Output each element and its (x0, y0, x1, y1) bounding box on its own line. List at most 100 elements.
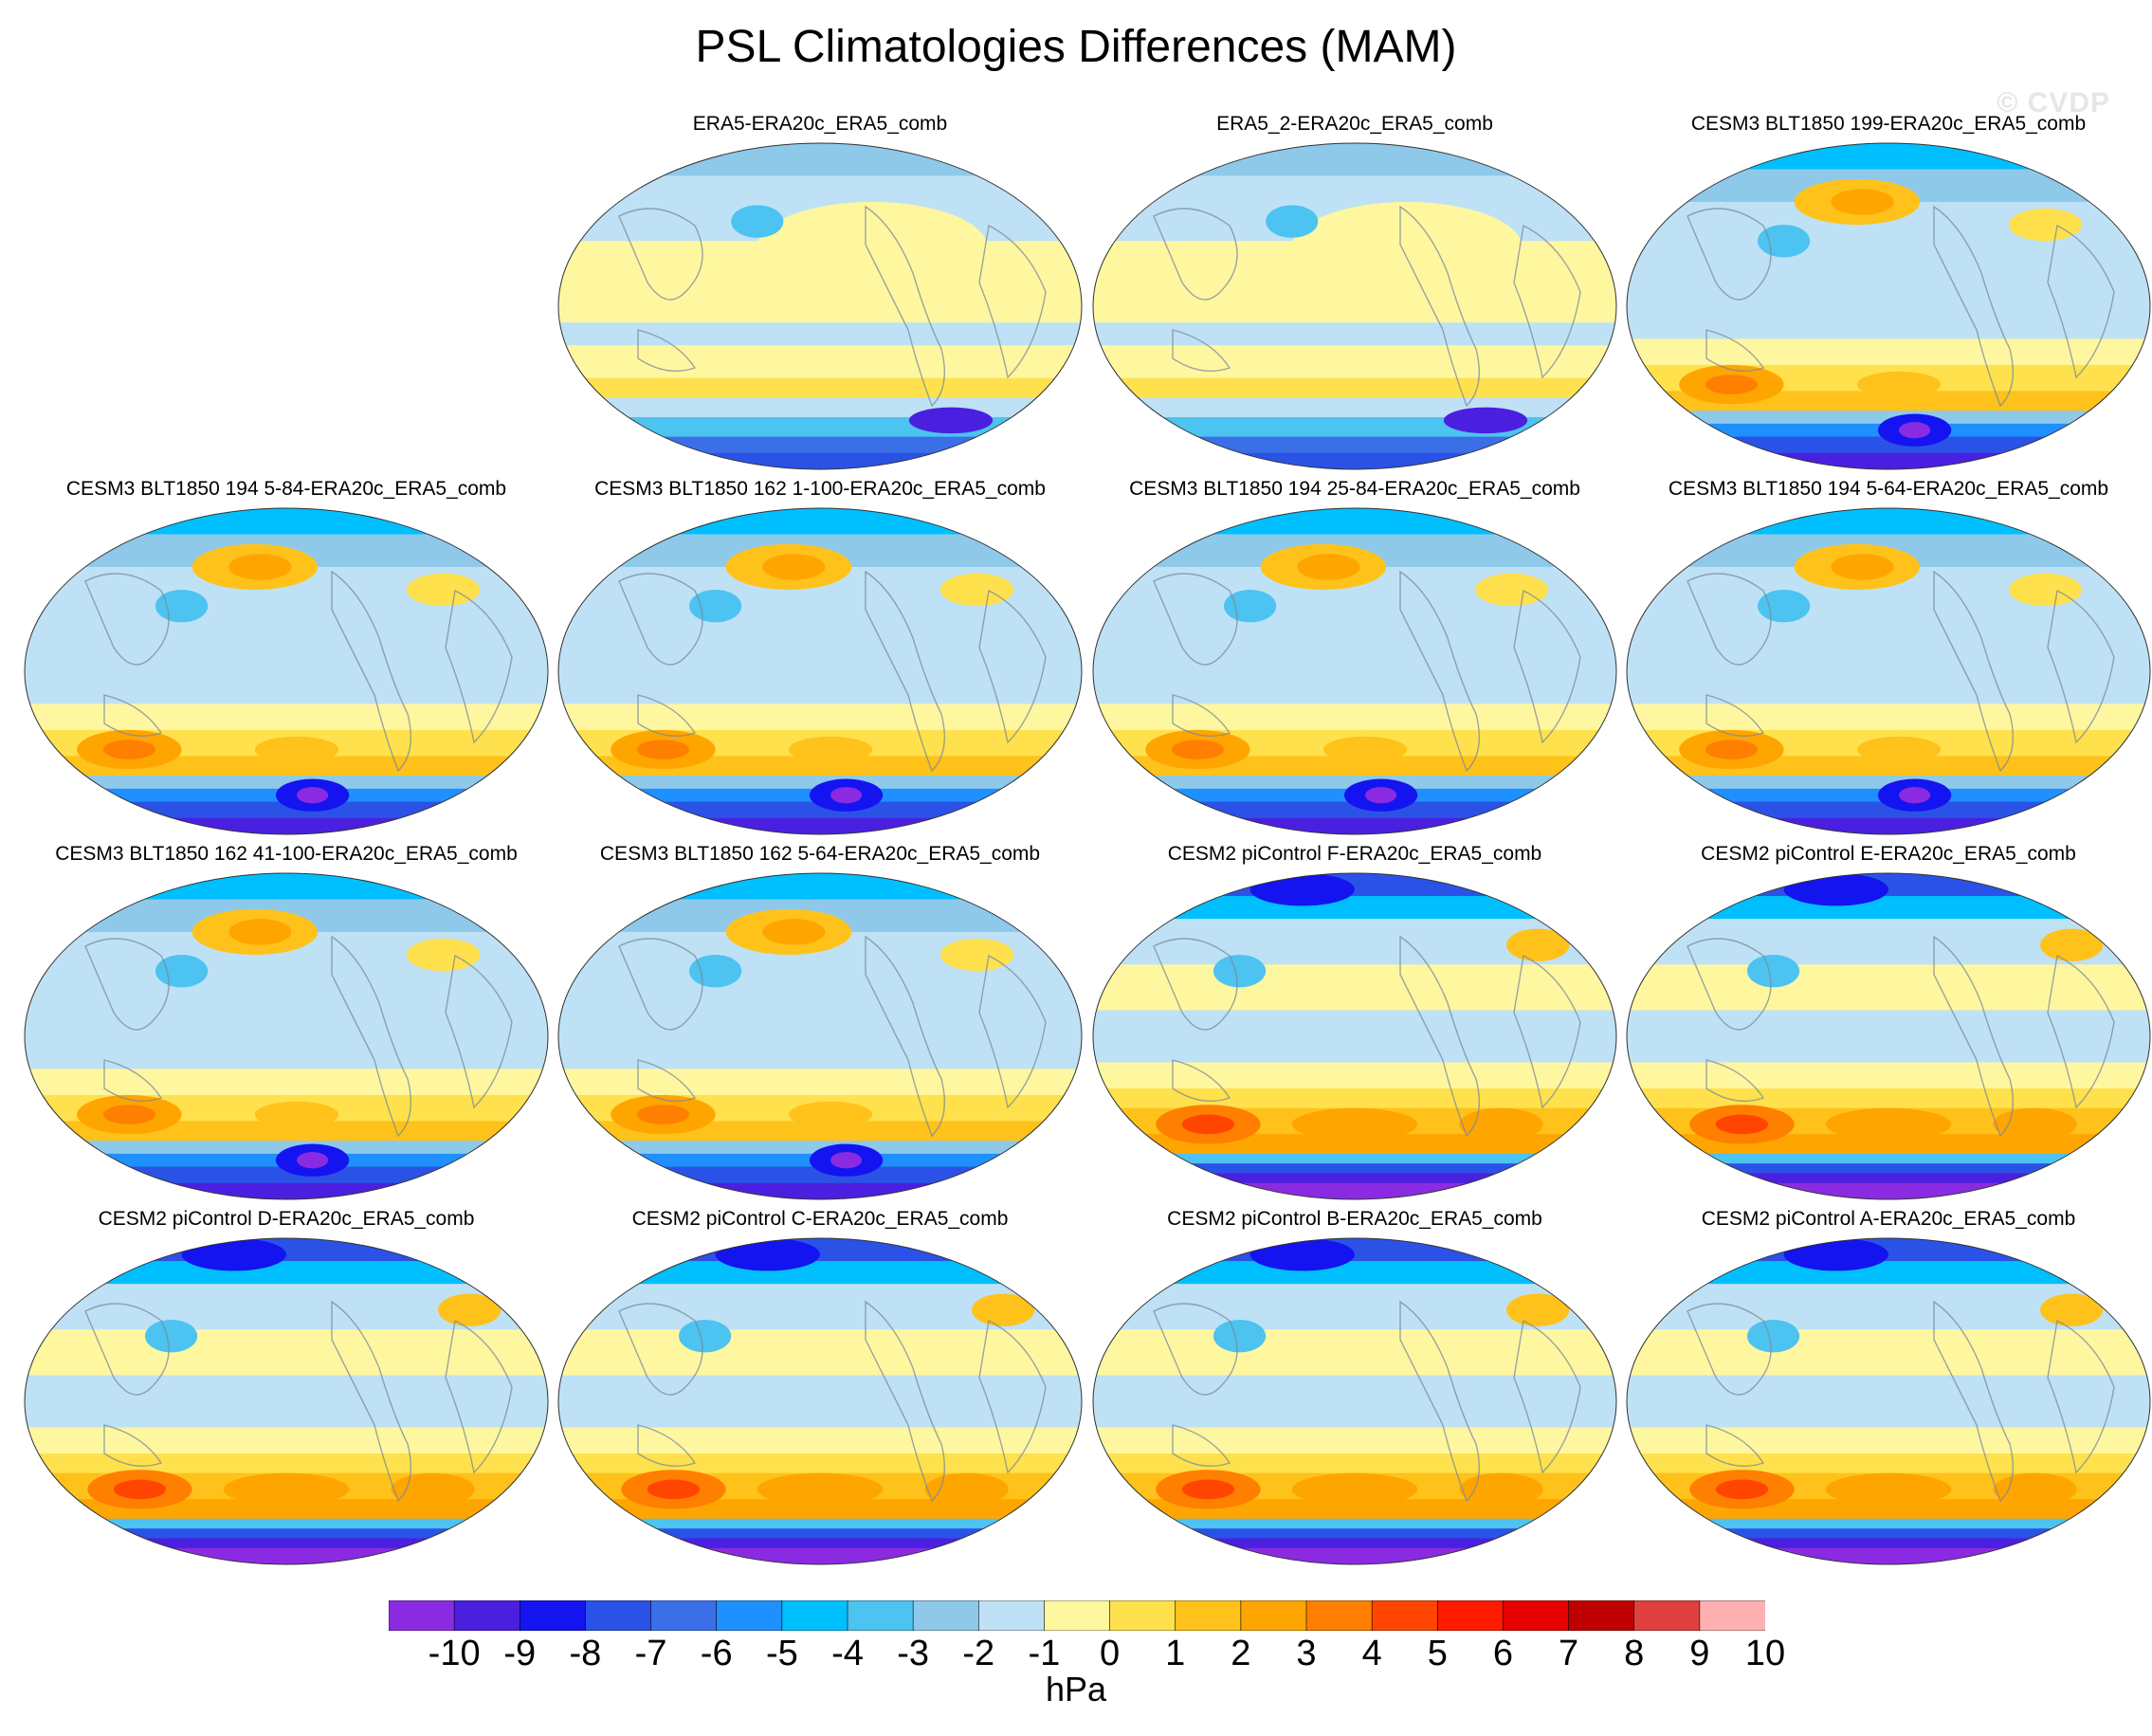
contour-blob (2040, 928, 2104, 961)
coastline (1399, 205, 1481, 408)
contour-band (1093, 817, 1616, 834)
contour-band (558, 638, 1082, 705)
coastline (2047, 954, 2115, 1109)
coastline (2047, 589, 2115, 744)
contour-band (1627, 1518, 2150, 1530)
panel-title: CESM3 BLT1850 162 5-64-ERA20c_ERA5_comb (599, 843, 1041, 865)
contour-band (1627, 1528, 2150, 1540)
coastline (1172, 329, 1231, 373)
contour-band (25, 1538, 548, 1549)
map-panel: CESM2 piControl F-ERA20c_ERA5_comb (1087, 842, 1622, 1202)
colorbar-tick-label: 9 (1689, 1634, 1710, 1673)
colorbar-tick-label: 2 (1231, 1634, 1251, 1673)
map-panel: CESM2 piControl D-ERA20c_ERA5_comb (19, 1207, 554, 1567)
colorbar-tick-label: -3 (897, 1634, 930, 1673)
coastline (1933, 1300, 2015, 1503)
coastline (1705, 329, 1765, 373)
map-panel: CESM2 piControl C-ERA20c_ERA5_comb (553, 1207, 1087, 1567)
map-border (1092, 1237, 1617, 1565)
contour-blob (1474, 573, 1549, 607)
contour-band (558, 1427, 1082, 1455)
colorbar-swatch (1109, 1600, 1176, 1631)
coastline (865, 935, 946, 1138)
contour-blob (254, 1101, 339, 1128)
chart-title: PSL Climatologies Differences (MAM) (695, 22, 1457, 72)
map-border (1092, 142, 1617, 470)
contour-band (558, 1518, 1082, 1530)
coastline (637, 1424, 697, 1468)
panel-title: ERA5_2-ERA20c_ERA5_comb (1216, 113, 1493, 135)
contour-blob (406, 573, 481, 607)
map-border (557, 507, 1083, 835)
map-panel: CESM3 BLT1850 162 41-100-ERA20c_ERA5_com… (19, 842, 554, 1202)
colorbar-tick-label: -6 (700, 1634, 733, 1673)
coastline (1687, 573, 1772, 666)
contour-band (1093, 1547, 1616, 1564)
coastline (1933, 935, 2015, 1138)
contour-blob (731, 205, 784, 238)
panel-title: CESM2 piControl D-ERA20c_ERA5_comb (98, 1208, 475, 1230)
contour-blob (1506, 1293, 1570, 1326)
panel-title: CESM2 piControl F-ERA20c_ERA5_comb (1167, 843, 1542, 865)
coastline (1513, 224, 1581, 379)
map-panel: CESM2 piControl A-ERA20c_ERA5_comb (1621, 1207, 2152, 1567)
contour-blob (2040, 1293, 2104, 1326)
contour-blob (1825, 1472, 1952, 1507)
contour-band (1093, 1427, 1616, 1455)
colorbar-swatch (1436, 1600, 1505, 1631)
map-panel: CESM2 piControl B-ERA20c_ERA5_comb (1087, 1207, 1622, 1567)
coastline (84, 573, 170, 666)
contour-blob (1459, 1107, 1543, 1142)
contour-band (1627, 273, 2150, 340)
contour-band (25, 1261, 548, 1286)
contour-blob (715, 1238, 820, 1271)
colorbar-swatch (1044, 1600, 1111, 1631)
panel-title: CESM2 piControl C-ERA20c_ERA5_comb (631, 1208, 1009, 1230)
contour-blob (1856, 736, 1942, 763)
coastline (1153, 1303, 1238, 1396)
colorbar-swatch (781, 1600, 848, 1631)
contour-band (558, 1182, 1082, 1199)
contour-band (25, 873, 548, 901)
panel-title: CESM3 BLT1850 194 25-84-ERA20c_ERA5_comb (1129, 478, 1580, 500)
panel-title: CESM3 BLT1850 194 5-84-ERA20c_ERA5_comb (65, 478, 507, 500)
contour-band (25, 508, 548, 536)
contour-band (1093, 397, 1616, 418)
colorbar-tick-label: 1 (1165, 1634, 1186, 1673)
colorbar-tick-label: -1 (1028, 1634, 1061, 1673)
contour-band (1627, 508, 2150, 536)
colorbar-tick-label: 6 (1492, 1634, 1513, 1673)
colorbar-tick-label: 8 (1624, 1634, 1645, 1673)
map-ellipse (557, 1237, 1083, 1565)
colorbar-swatch (1568, 1600, 1635, 1631)
colorbar-swatch (1175, 1600, 1242, 1631)
panel-title: CESM3 BLT1850 162 41-100-ERA20c_ERA5_com… (55, 843, 518, 865)
map-border (1092, 507, 1617, 835)
contour-blob (1266, 205, 1319, 238)
map-ellipse (1092, 142, 1617, 470)
contour-blob (636, 1105, 689, 1124)
contour-band (1627, 1329, 2150, 1377)
coastline (1513, 1319, 1581, 1474)
map-ellipse (1092, 507, 1617, 835)
colorbar-tick-label: 10 (1744, 1634, 1786, 1673)
contour-band (558, 1329, 1082, 1377)
contour-band (1627, 1375, 2150, 1429)
contour-band (1093, 873, 1616, 898)
contour-blob (1249, 1238, 1355, 1271)
contour-blob (1856, 371, 1942, 398)
contour-blob (391, 1472, 475, 1507)
panel-title: CESM2 piControl B-ERA20c_ERA5_comb (1167, 1208, 1542, 1230)
colorbar-swatch (1699, 1600, 1765, 1631)
contour-blob (1365, 787, 1397, 804)
coastline (1933, 205, 2015, 408)
contour-band (1093, 1538, 1616, 1549)
map-ellipse (24, 1237, 549, 1565)
contour-blob (1746, 1320, 1800, 1353)
coastline (1705, 1424, 1765, 1468)
coastline (2047, 224, 2115, 379)
colorbar-swatch (912, 1600, 980, 1631)
contour-band (1627, 1153, 2150, 1165)
colorbar-tick-label: -5 (765, 1634, 798, 1673)
coastline (445, 954, 513, 1109)
